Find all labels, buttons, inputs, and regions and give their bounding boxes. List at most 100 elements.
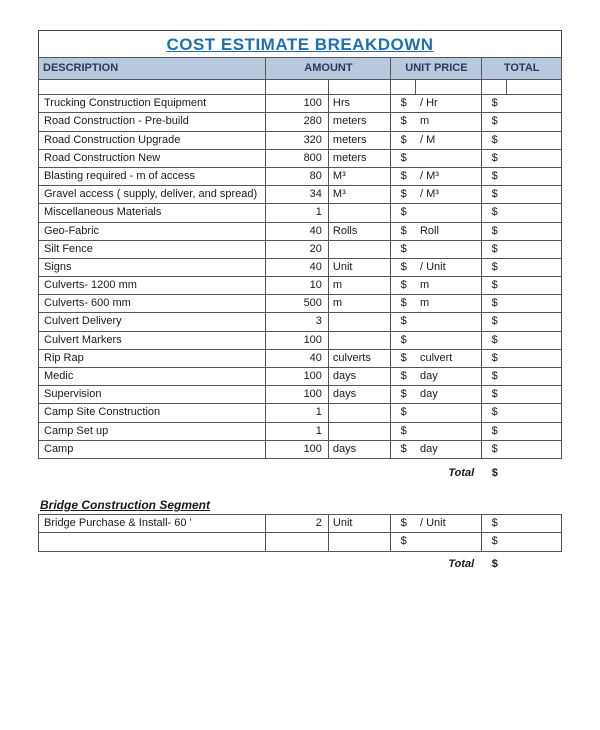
cell-description: Road Construction - Pre-build: [39, 113, 266, 131]
cell-unitprice-unit: [416, 313, 482, 331]
cell-amount-number: 1: [266, 404, 329, 422]
cell-unitprice-unit: / M³: [416, 167, 482, 185]
spacer-row: [39, 80, 562, 95]
table-row: Silt Fence20$$: [39, 240, 562, 258]
table-row: Road Construction Upgrade320meters$/ M$: [39, 131, 562, 149]
cell-amount-number: 2: [266, 515, 329, 533]
cell-unitprice-currency: $: [391, 422, 416, 440]
segment-table: Bridge Purchase & Install- 60 '2Unit$/ U…: [38, 514, 562, 551]
cell-amount-unit: meters: [328, 149, 391, 167]
cell-amount-number: 10: [266, 277, 329, 295]
cell-unitprice-unit: m: [416, 295, 482, 313]
cell-unitprice-unit: [416, 240, 482, 258]
table-row: Trucking Construction Equipment100Hrs$/ …: [39, 95, 562, 113]
table-row: Culverts- 600 mm500m$m$: [39, 295, 562, 313]
main-table: DESCRIPTION AMOUNT UNIT PRICE TOTAL Truc…: [38, 57, 562, 459]
total-currency: $: [482, 465, 507, 482]
segment-total-label: Total: [38, 556, 482, 573]
cell-unitprice-unit: Roll: [416, 222, 482, 240]
header-row: DESCRIPTION AMOUNT UNIT PRICE TOTAL: [39, 58, 562, 80]
cell-unitprice-currency: $: [391, 313, 416, 331]
cell-unitprice-currency: $: [391, 95, 416, 113]
page-title: COST ESTIMATE BREAKDOWN: [38, 30, 562, 57]
cell-total-value: [507, 404, 562, 422]
cell-unitprice-currency: $: [391, 331, 416, 349]
cell-total-value: [507, 440, 562, 458]
cell-unitprice-unit: day: [416, 440, 482, 458]
header-amount: AMOUNT: [266, 58, 391, 80]
cell-amount-unit: M³: [328, 167, 391, 185]
table-row: Road Construction - Pre-build280meters$m…: [39, 113, 562, 131]
cell-unitprice-unit: [416, 149, 482, 167]
cell-total-currency: $: [482, 349, 507, 367]
cell-total-currency: $: [482, 331, 507, 349]
cell-total-value: [507, 533, 562, 551]
cell-description: Culverts- 600 mm: [39, 295, 266, 313]
segment-total-currency: $: [482, 556, 507, 573]
cell-amount-unit: [328, 313, 391, 331]
cell-total-currency: $: [482, 515, 507, 533]
cell-total-currency: $: [482, 295, 507, 313]
cell-total-value: [507, 258, 562, 276]
table-row: Miscellaneous Materials1$$: [39, 204, 562, 222]
table-row: Rip Rap40culverts$culvert$: [39, 349, 562, 367]
table-row: Gravel access ( supply, deliver, and spr…: [39, 186, 562, 204]
cell-amount-unit: [328, 240, 391, 258]
cell-total-currency: $: [482, 386, 507, 404]
cell-unitprice-unit: [416, 331, 482, 349]
cell-total-value: [507, 295, 562, 313]
main-total-row: Total $: [38, 465, 562, 482]
cell-description: Miscellaneous Materials: [39, 204, 266, 222]
cell-description: Gravel access ( supply, deliver, and spr…: [39, 186, 266, 204]
cell-unitprice-currency: $: [391, 258, 416, 276]
cell-amount-number: [266, 533, 329, 551]
cell-amount-number: 80: [266, 167, 329, 185]
cell-total-currency: $: [482, 222, 507, 240]
cell-unitprice-currency: $: [391, 113, 416, 131]
cell-amount-unit: days: [328, 386, 391, 404]
cell-description: Camp Set up: [39, 422, 266, 440]
cell-total-value: [507, 167, 562, 185]
table-row: Culverts- 1200 mm10m$m$: [39, 277, 562, 295]
cell-total-currency: $: [482, 404, 507, 422]
cell-description: Silt Fence: [39, 240, 266, 258]
cell-total-currency: $: [482, 95, 507, 113]
cell-total-value: [507, 313, 562, 331]
segment-total-row: Total $: [38, 556, 562, 573]
cell-description: Signs: [39, 258, 266, 276]
cell-description: Medic: [39, 368, 266, 386]
cell-amount-number: 800: [266, 149, 329, 167]
header-total: TOTAL: [482, 58, 562, 80]
cell-total-value: [507, 386, 562, 404]
table-row: Supervision100days$day$: [39, 386, 562, 404]
cell-unitprice-currency: $: [391, 240, 416, 258]
cell-total-currency: $: [482, 258, 507, 276]
cell-unitprice-currency: $: [391, 131, 416, 149]
cell-amount-number: 100: [266, 440, 329, 458]
cell-total-currency: $: [482, 113, 507, 131]
cell-total-value: [507, 349, 562, 367]
cell-total-value: [507, 331, 562, 349]
cell-total-value: [507, 515, 562, 533]
table-row: Geo-Fabric40Rolls$Roll$: [39, 222, 562, 240]
cell-unitprice-currency: $: [391, 368, 416, 386]
cell-total-currency: $: [482, 240, 507, 258]
table-row: Bridge Purchase & Install- 60 '2Unit$/ U…: [39, 515, 562, 533]
table-row: Road Construction New800meters$$: [39, 149, 562, 167]
cell-unitprice-currency: $: [391, 222, 416, 240]
cell-unitprice-unit: culvert: [416, 349, 482, 367]
cell-unitprice-currency: $: [391, 149, 416, 167]
cell-amount-unit: meters: [328, 113, 391, 131]
cell-amount-number: 1: [266, 422, 329, 440]
cell-total-value: [507, 204, 562, 222]
cell-amount-unit: Unit: [328, 515, 391, 533]
cell-unitprice-currency: $: [391, 386, 416, 404]
cell-total-value: [507, 149, 562, 167]
cell-description: Road Construction Upgrade: [39, 131, 266, 149]
cell-description: [39, 533, 266, 551]
cell-description: Geo-Fabric: [39, 222, 266, 240]
cell-total-value: [507, 368, 562, 386]
cell-total-value: [507, 222, 562, 240]
table-row: Signs40Unit$/ Unit$: [39, 258, 562, 276]
cell-unitprice-currency: $: [391, 440, 416, 458]
